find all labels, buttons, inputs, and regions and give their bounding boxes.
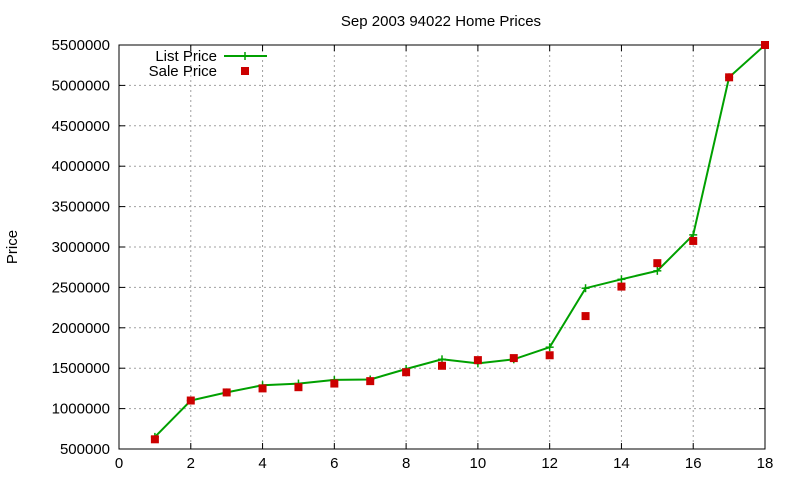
y-tick-label: 2500000 <box>52 279 110 296</box>
sale-price-point <box>761 41 769 49</box>
list-price-point <box>545 343 554 352</box>
x-tick-label: 2 <box>187 455 195 472</box>
x-tick-label: 18 <box>757 455 774 472</box>
x-tick-label: 16 <box>685 455 702 472</box>
sale-price-point <box>581 312 590 321</box>
legend-swatch-sale-price <box>241 67 249 75</box>
series-layer <box>150 41 769 444</box>
y-tick-label: 1500000 <box>52 360 110 377</box>
sale-price-point <box>473 356 482 365</box>
y-tick-label: 3000000 <box>52 239 110 256</box>
y-axis-label: Price <box>4 230 21 264</box>
legend-marker-list-price <box>241 52 249 60</box>
y-tick-label: 4000000 <box>52 158 110 175</box>
chart-title: Sep 2003 94022 Home Prices <box>341 13 541 30</box>
sale-price-point <box>150 435 159 444</box>
x-tick-label: 14 <box>613 455 630 472</box>
list-price-point <box>617 275 626 284</box>
x-tick-label: 10 <box>470 455 487 472</box>
legend-label-list-price: List Price <box>155 48 217 65</box>
list-price-point <box>581 284 590 293</box>
sale-price-point <box>545 351 554 360</box>
legend-label-sale-price: Sale Price <box>149 63 217 80</box>
y-tick-label: 5000000 <box>52 77 110 94</box>
list-price-point <box>653 266 662 275</box>
y-tick-label: 1000000 <box>52 401 110 418</box>
sale-price-point <box>222 388 231 397</box>
axes: 0 2 4 6 8 10 12 14 16 18 500000 1000000 1500000 20000… <box>52 37 774 472</box>
y-tick-label: 2000000 <box>52 320 110 337</box>
x-tick-label: 6 <box>330 455 338 472</box>
y-tick-label: 500000 <box>60 441 110 458</box>
x-tick-label: 8 <box>402 455 410 472</box>
sale-price-point <box>653 259 662 268</box>
y-tick-label: 4500000 <box>52 118 110 135</box>
sale-price-point <box>689 236 698 245</box>
y-tick-label: 3500000 <box>52 199 110 216</box>
x-tick-label: 12 <box>541 455 558 472</box>
sale-price-point <box>258 384 267 393</box>
series-line-list-price <box>154 44 766 438</box>
x-tick-label: 4 <box>258 455 266 472</box>
sale-price-point <box>617 282 626 291</box>
sale-price-point <box>330 379 339 388</box>
grid-lines <box>119 45 765 449</box>
sale-price-point <box>509 354 518 363</box>
sale-price-point <box>186 396 195 405</box>
sale-price-point <box>366 377 375 386</box>
sale-price-point <box>402 368 411 377</box>
y-tick-label: 5500000 <box>52 37 110 54</box>
sale-price-point <box>294 383 303 392</box>
sale-price-point <box>438 361 446 370</box>
x-tick-label: 0 <box>115 455 123 472</box>
sale-price-point <box>725 73 734 82</box>
